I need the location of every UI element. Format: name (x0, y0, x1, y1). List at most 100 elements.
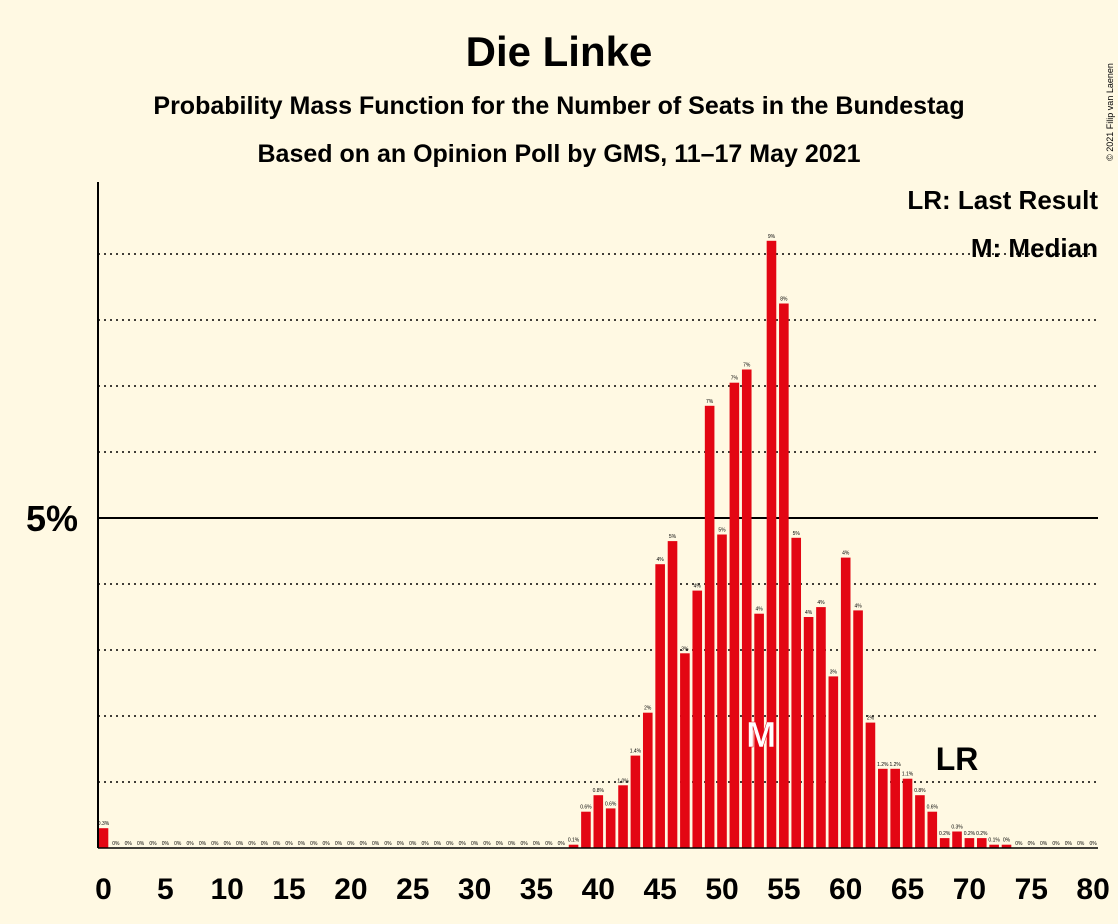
bar-label: 0.2% (939, 831, 951, 837)
bar-label: 0% (174, 841, 182, 847)
bar-label: 1.2% (877, 762, 889, 768)
bar-label: 0% (409, 841, 417, 847)
bar-label: 3% (681, 646, 689, 652)
gridlines (98, 253, 1098, 783)
bar-label: 1.1% (902, 772, 914, 778)
bar-label: 0% (323, 841, 331, 847)
x-tick-label: 25 (396, 873, 429, 906)
bar-label: 0% (434, 841, 442, 847)
bar-label: 0% (496, 841, 504, 847)
bar-labels: 0.3% 0% 0% 0% 0% 0% 0% 0% 0% 0% 0% 0% 0% 0% 0% 0% 0% 0% 0%… (98, 234, 1097, 847)
bar-label: 0% (397, 841, 405, 847)
bar-label: 0% (1003, 838, 1011, 844)
bar (816, 607, 826, 848)
x-tick-label: 5 (157, 873, 174, 906)
bar-label: 4% (755, 607, 763, 613)
bar (568, 844, 579, 848)
bar (890, 768, 900, 848)
bar (766, 240, 777, 849)
bar-label: 7% (743, 363, 751, 369)
bar-label: 0.3% (951, 825, 963, 831)
bar-label: 0% (558, 841, 566, 847)
bar (779, 303, 789, 848)
bar-label: 0% (372, 841, 380, 847)
bar-label: 0% (1052, 841, 1060, 847)
bar-label: 8% (780, 297, 788, 303)
bar-label: 0.2% (964, 831, 976, 837)
bar (593, 795, 604, 848)
bar-label: 0% (459, 841, 467, 847)
bar (741, 369, 752, 848)
bar-label: 0% (1089, 841, 1097, 847)
x-tick-label: 65 (891, 873, 924, 906)
bar-label: 0% (125, 841, 133, 847)
x-tick-label: 30 (458, 873, 491, 906)
bar-label: 7% (706, 399, 714, 405)
bar (680, 653, 690, 848)
bar-label: 0% (137, 841, 145, 847)
bar-label: 4% (694, 584, 702, 590)
bar-label: 0.6% (605, 801, 617, 807)
bar-label: 0% (199, 841, 207, 847)
bar (704, 405, 715, 848)
x-tick-label: 35 (520, 873, 553, 906)
bar-label: 3% (830, 669, 838, 675)
bar-label: 0% (162, 841, 170, 847)
chart-source: Based on an Opinion Poll by GMS, 11–17 M… (258, 140, 861, 168)
bar-label: 0% (1040, 841, 1048, 847)
bar-label: 0% (335, 841, 343, 847)
bar (791, 537, 802, 848)
bar-label: 0% (471, 841, 479, 847)
x-tick-label: 20 (334, 873, 367, 906)
bar-label: 0.1% (988, 838, 1000, 844)
median-marker: M (746, 714, 776, 755)
bar-label: 0% (236, 841, 244, 847)
bar (964, 838, 975, 848)
bar (98, 828, 109, 848)
bar-label: 0% (483, 841, 491, 847)
bar (717, 534, 727, 848)
bar (630, 755, 641, 848)
bar (840, 557, 851, 848)
bar-label: 0.8% (593, 788, 605, 794)
bar-label: 0% (384, 841, 392, 847)
bar (667, 541, 678, 848)
bar (729, 382, 740, 848)
bar-label: 0% (545, 841, 553, 847)
bar-label: 1.0% (617, 778, 629, 784)
bar-label: 0% (1077, 841, 1085, 847)
x-axis-ticks: 0 5 10 15 20 25 30 35 40 45 50 55 60 65 70 75 80 (95, 847, 1110, 906)
x-tick-label: 70 (953, 873, 986, 906)
bar-label: 0.1% (568, 838, 580, 844)
bar-label: 0% (149, 841, 157, 847)
bar-label: 0% (261, 841, 269, 847)
bar-label: 0.3% (98, 821, 110, 827)
x-tick-label: 75 (1015, 873, 1048, 906)
x-tick-label: 80 (1076, 873, 1109, 906)
bar-label: 4% (657, 557, 665, 563)
bar (976, 838, 987, 848)
bar-label: 0% (224, 841, 232, 847)
x-tick-label: 50 (705, 873, 738, 906)
bar-label: 0.8% (914, 788, 926, 794)
bar-label: 0% (112, 841, 120, 847)
bar (803, 617, 814, 848)
bar (878, 768, 888, 848)
bar (754, 613, 764, 848)
bar-label: 2% (644, 706, 652, 712)
bar (952, 831, 962, 848)
bar-label: 0% (1015, 841, 1023, 847)
x-tick-label: 0 (95, 873, 112, 906)
bar-label: 0% (273, 841, 281, 847)
bar (927, 811, 938, 848)
bar-label: 0% (186, 841, 194, 847)
bar-label: 0% (248, 841, 256, 847)
bar (655, 564, 665, 848)
bar-label: 0% (211, 841, 219, 847)
bar-label: 5% (793, 531, 801, 537)
bar (915, 795, 925, 848)
bar-label: 0% (508, 841, 516, 847)
bar (581, 811, 591, 848)
bar (642, 712, 653, 848)
